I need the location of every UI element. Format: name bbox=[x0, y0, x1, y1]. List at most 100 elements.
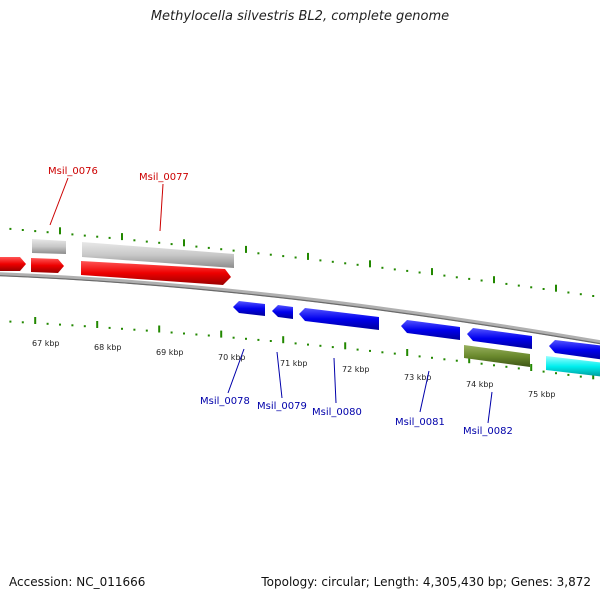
minor-tick bbox=[294, 342, 297, 345]
label-msil-0081[interactable]: Msil_0081 bbox=[395, 417, 445, 428]
minor-tick bbox=[71, 324, 74, 327]
minor-tick bbox=[542, 370, 545, 373]
minor-tick bbox=[381, 266, 384, 269]
leader-line bbox=[159, 183, 164, 232]
minor-tick bbox=[207, 246, 210, 249]
leader-line bbox=[276, 351, 283, 399]
minor-tick bbox=[356, 348, 359, 351]
minor-tick bbox=[393, 352, 396, 355]
major-tick bbox=[307, 252, 309, 260]
label-msil-0076[interactable]: Msil_0076 bbox=[48, 166, 98, 177]
minor-tick bbox=[592, 295, 595, 297]
gene-msil-0077[interactable] bbox=[82, 242, 234, 268]
minor-tick bbox=[307, 343, 309, 346]
scale-label: 71 kbp bbox=[280, 359, 308, 368]
minor-tick bbox=[257, 338, 260, 341]
minor-tick bbox=[331, 260, 334, 263]
minor-tick bbox=[257, 252, 260, 255]
forward-gene-labels: Msil_0076 Msil_0077 bbox=[48, 166, 189, 232]
minor-tick bbox=[505, 365, 508, 368]
minor-tick bbox=[133, 328, 136, 331]
gene-msil-0081[interactable] bbox=[401, 320, 460, 340]
label-msil-0079[interactable]: Msil_0079 bbox=[257, 401, 307, 412]
minor-tick bbox=[356, 263, 359, 266]
label-msil-0082[interactable]: Msil_0082 bbox=[463, 426, 513, 437]
minor-tick bbox=[480, 279, 483, 282]
minor-tick bbox=[530, 286, 533, 289]
major-tick bbox=[555, 284, 557, 292]
major-tick bbox=[369, 260, 371, 268]
leader-line bbox=[333, 357, 337, 404]
minor-tick bbox=[9, 227, 12, 230]
minor-tick bbox=[505, 282, 508, 285]
scale-label: 75 kbp bbox=[528, 390, 556, 399]
minor-tick bbox=[455, 276, 458, 279]
minor-tick bbox=[369, 349, 371, 352]
minor-tick bbox=[517, 367, 520, 370]
minor-tick bbox=[96, 235, 99, 238]
minor-tick bbox=[21, 321, 24, 324]
gene-reverse-blue-e[interactable] bbox=[467, 328, 532, 349]
gene-msil-0079[interactable] bbox=[272, 305, 293, 319]
minor-tick bbox=[455, 359, 458, 362]
leader-line bbox=[227, 348, 245, 394]
minor-tick bbox=[34, 230, 37, 233]
minor-tick bbox=[145, 240, 148, 243]
minor-tick bbox=[195, 333, 198, 336]
minor-tick bbox=[71, 233, 74, 236]
gene-reverse-cyan[interactable] bbox=[546, 356, 600, 377]
gene-forward-red-b[interactable] bbox=[31, 258, 64, 273]
upper-scale-ticks bbox=[9, 227, 595, 297]
gene-forward-red-c[interactable] bbox=[81, 261, 231, 285]
scale-label: 67 kbp bbox=[32, 339, 60, 348]
major-tick bbox=[96, 321, 99, 328]
leader-line bbox=[419, 370, 430, 413]
reverse-gene-labels: Msil_0078 Msil_0079 Msil_0080 Msil_0081 … bbox=[200, 348, 513, 437]
gene-forward-red-a[interactable] bbox=[0, 257, 26, 271]
minor-tick bbox=[220, 248, 223, 251]
scale-label: 70 kbp bbox=[218, 353, 246, 362]
minor-tick bbox=[319, 344, 322, 347]
scale-labels: 67 kbp 68 kbp 69 kbp 70 kbp 71 kbp 72 kb… bbox=[32, 339, 556, 399]
major-tick bbox=[282, 336, 285, 344]
minor-tick bbox=[245, 337, 247, 340]
minor-tick bbox=[567, 291, 570, 294]
minor-tick bbox=[555, 372, 557, 375]
major-tick bbox=[59, 227, 61, 235]
label-msil-0080[interactable]: Msil_0080 bbox=[312, 407, 362, 418]
minor-tick bbox=[567, 373, 570, 376]
minor-tick bbox=[145, 329, 148, 332]
major-tick bbox=[220, 330, 223, 338]
gene-msil-0080[interactable] bbox=[299, 308, 379, 330]
minor-tick bbox=[480, 362, 483, 365]
minor-tick bbox=[331, 346, 334, 349]
gene-msil-0078[interactable] bbox=[233, 301, 265, 316]
gene-msil-0076[interactable] bbox=[32, 239, 66, 254]
major-tick bbox=[121, 233, 123, 241]
minor-tick bbox=[468, 277, 471, 280]
major-tick bbox=[158, 325, 161, 333]
major-tick bbox=[34, 317, 37, 324]
minor-tick bbox=[269, 340, 272, 342]
forward-strand-genes bbox=[0, 239, 234, 285]
gene-reverse-blue-f[interactable] bbox=[549, 340, 600, 360]
minor-tick bbox=[282, 255, 285, 258]
minor-tick bbox=[579, 293, 582, 296]
leader-line bbox=[487, 391, 493, 424]
minor-tick bbox=[108, 326, 111, 329]
genome-backbone-shadow bbox=[0, 275, 600, 345]
minor-tick bbox=[431, 356, 433, 359]
minor-tick bbox=[83, 325, 86, 328]
minor-tick bbox=[542, 288, 545, 290]
label-msil-0078[interactable]: Msil_0078 bbox=[200, 396, 250, 407]
label-msil-0077[interactable]: Msil_0077 bbox=[139, 172, 189, 183]
minor-tick bbox=[108, 236, 111, 239]
major-tick bbox=[245, 245, 247, 253]
genome-summary-text: Topology: circular; Length: 4,305,430 bp… bbox=[261, 575, 591, 589]
minor-tick bbox=[158, 241, 161, 244]
gene-msil-0082[interactable] bbox=[464, 345, 530, 367]
scale-label: 72 kbp bbox=[342, 365, 370, 374]
major-tick bbox=[431, 268, 433, 276]
major-tick bbox=[406, 349, 409, 356]
minor-tick bbox=[381, 351, 384, 354]
